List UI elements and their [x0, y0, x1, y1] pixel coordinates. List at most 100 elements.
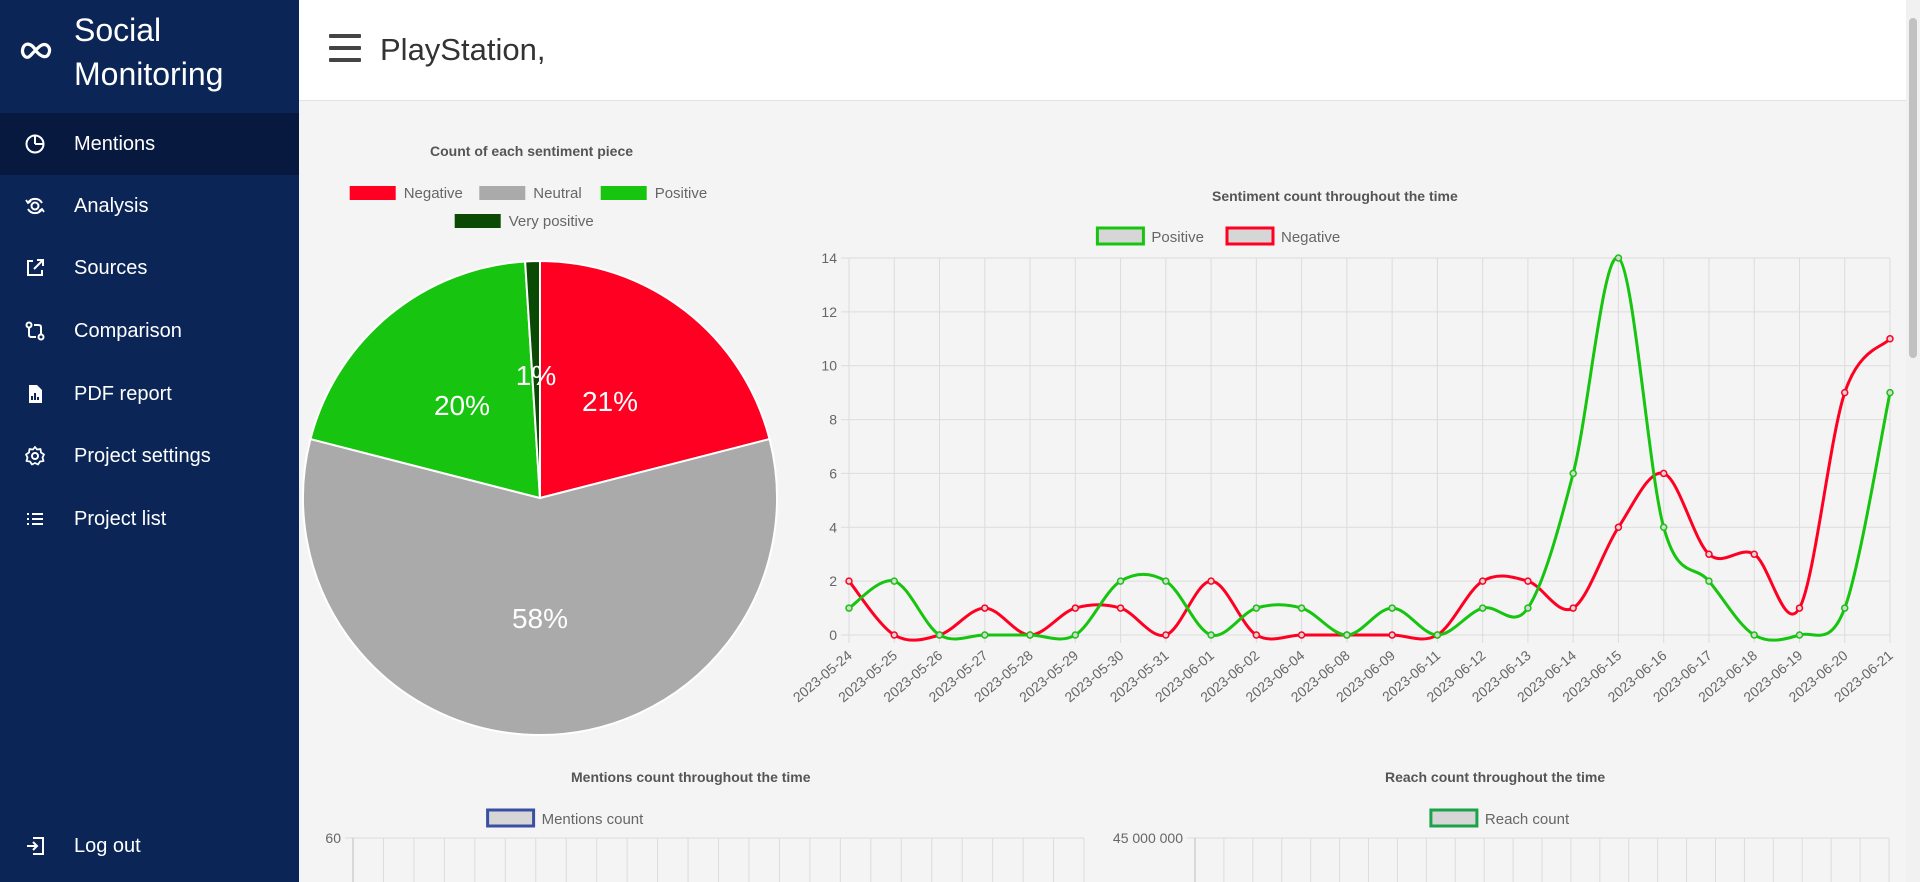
- brand-line-1: Social: [74, 12, 162, 48]
- y-tick-label: 4: [829, 519, 837, 535]
- logout-button[interactable]: Log out: [0, 815, 299, 877]
- data-point-negative: [1071, 604, 1080, 612]
- legend-swatch: [486, 808, 536, 828]
- sidebar-item-label: Project list: [74, 508, 167, 530]
- analysis-icon: [25, 197, 45, 215]
- legend-label: Neutral: [533, 185, 581, 202]
- data-point-positive: [1478, 604, 1487, 612]
- data-point-positive: [1252, 604, 1261, 612]
- gear-icon: [25, 446, 45, 466]
- data-point-positive: [1162, 577, 1170, 585]
- pie-slice-positive: [309, 260, 542, 500]
- sentiment-line-chart: Positive Negative024681012142023-05-24202…: [790, 226, 1896, 705]
- y-tick-label: 45 000 000: [1113, 830, 1183, 846]
- pie-label-negative: 21%: [582, 386, 638, 417]
- y-tick-label: 2: [829, 573, 837, 589]
- brand-title: Social Monitoring: [74, 8, 223, 96]
- sidebar: Social Monitoring Mentions Analysis Sour…: [0, 0, 299, 882]
- data-point-negative: [1297, 631, 1306, 639]
- sidebar-item-comparison[interactable]: Comparison: [0, 300, 299, 362]
- y-tick-label: 12: [821, 304, 837, 320]
- infinity-logo-icon: [20, 42, 52, 59]
- data-point-positive: [1795, 631, 1804, 639]
- y-tick-label: 60: [325, 830, 341, 846]
- reach-chart-title: Reach count throughout the time: [1385, 769, 1606, 785]
- data-point-positive: [1343, 631, 1351, 639]
- sidebar-item-label: PDF report: [74, 383, 172, 405]
- legend-label: Reach count: [1485, 811, 1570, 828]
- page-title: PlayStation,: [380, 32, 546, 67]
- data-point-positive: [1071, 631, 1080, 639]
- data-point-positive: [1659, 523, 1668, 532]
- scrollbar[interactable]: [1906, 0, 1920, 882]
- menu-icon[interactable]: [329, 34, 361, 62]
- compare-icon: [25, 321, 45, 341]
- data-point-negative: [1116, 604, 1125, 612]
- sidebar-item-project-list[interactable]: Project list: [0, 488, 299, 550]
- sidebar-item-label: Comparison: [74, 320, 182, 342]
- data-point-negative: [1705, 550, 1713, 558]
- sidebar-item-label: Sources: [74, 257, 148, 279]
- legend-label: Positive: [1151, 229, 1204, 246]
- pie-chart-title: Count of each sentiment piece: [430, 143, 634, 159]
- y-tick-label: 8: [829, 412, 837, 428]
- legend-label: Negative: [1281, 229, 1340, 246]
- pie-label-neutral: 58%: [512, 603, 568, 634]
- data-point-positive: [1433, 631, 1442, 639]
- data-point-positive: [1569, 469, 1577, 478]
- pie-label-positive: 20%: [434, 390, 490, 421]
- logout-label: Log out: [74, 835, 141, 857]
- pie-slice-very-positive: [524, 259, 541, 499]
- brand[interactable]: Social Monitoring: [0, 0, 299, 112]
- data-point-positive: [1026, 631, 1034, 639]
- legend-label: Mentions count: [542, 811, 645, 828]
- data-point-positive: [1116, 577, 1125, 585]
- list-icon: [27, 513, 43, 525]
- sidebar-item-project-settings[interactable]: Project settings: [0, 425, 299, 487]
- data-point-positive: [845, 604, 853, 612]
- pie-label-very-positive: 1%: [516, 360, 556, 391]
- top-bar: PlayStation,: [299, 0, 1906, 101]
- logout-icon: [27, 837, 44, 855]
- data-point-positive: [1207, 631, 1215, 639]
- data-point-negative: [1207, 577, 1215, 585]
- sidebar-item-analysis[interactable]: Analysis: [0, 175, 299, 237]
- data-point-negative: [1886, 335, 1894, 343]
- legend-label: Very positive: [509, 213, 594, 230]
- series-line-positive: [848, 256, 1892, 642]
- data-point-negative: [1614, 523, 1623, 532]
- scrollbar-thumb[interactable]: [1909, 18, 1917, 358]
- reach-bar-chart: Reach count 45 000 000: [1113, 808, 1890, 882]
- data-point-positive: [935, 631, 944, 639]
- sidebar-item-sources[interactable]: Sources: [0, 237, 299, 299]
- pdf-report-icon: [29, 385, 42, 403]
- data-point-positive: [1750, 631, 1758, 639]
- y-tick-label: 6: [829, 465, 837, 481]
- legend-label: Negative: [404, 185, 463, 202]
- data-point-negative: [1162, 631, 1170, 639]
- pie-slice-negative: [539, 259, 771, 500]
- data-point-negative: [1750, 550, 1758, 558]
- sidebar-item-label: Mentions: [74, 133, 156, 155]
- data-point-positive: [1840, 604, 1849, 612]
- data-point-positive: [890, 577, 899, 585]
- mentions-bar-chart: Mentions count 60: [325, 808, 1085, 882]
- legend-swatch-very-positive: [454, 214, 501, 228]
- legend-swatch: [1429, 808, 1479, 828]
- legend-swatch-positive: [600, 186, 647, 200]
- data-point-negative: [1795, 604, 1804, 612]
- data-point-negative: [1478, 577, 1487, 585]
- series-line-negative: [847, 337, 1892, 642]
- sidebar-item-pdf-report[interactable]: PDF report: [0, 363, 299, 425]
- data-point-positive: [1705, 577, 1713, 585]
- data-point-positive: [1388, 604, 1396, 612]
- data-point-positive: [981, 631, 989, 639]
- data-point-positive: [1524, 604, 1532, 612]
- data-point-negative: [890, 631, 899, 639]
- y-tick-label: 10: [821, 358, 837, 374]
- pie-slice-neutral: [302, 437, 778, 736]
- sidebar-item-mentions[interactable]: Mentions: [0, 113, 299, 175]
- y-tick-label: 0: [829, 627, 837, 643]
- data-point-negative: [845, 577, 853, 585]
- sidebar-item-label: Project settings: [74, 445, 211, 467]
